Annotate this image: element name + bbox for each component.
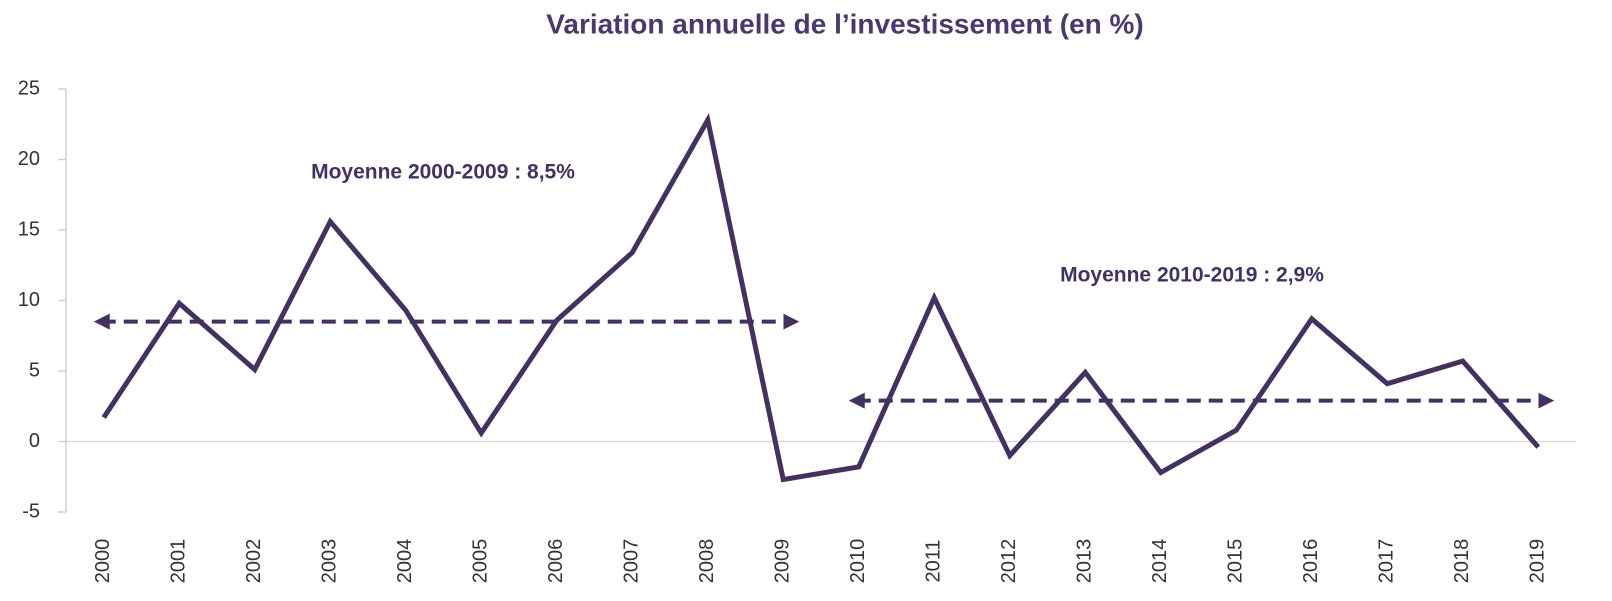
y-tick-label: 0 [29,430,40,452]
x-tick-label: 2014 [1149,539,1171,584]
y-tick-label: 5 [29,359,40,381]
x-tick-label: 2009 [772,539,794,584]
x-tick-label: 2012 [998,539,1020,584]
x-tick-label: 2006 [545,539,567,584]
x-tick-label: 2000 [92,539,114,584]
x-tick-label: 2008 [696,539,718,584]
x-tick-label: 2019 [1527,539,1549,584]
y-tick-label: 20 [18,148,40,170]
x-tick-label: 2011 [923,539,945,582]
x-tick-label: 2016 [1300,539,1322,584]
x-tick-label: 2007 [621,539,643,584]
data-line [101,113,1541,483]
y-tick-label: -5 [22,500,40,522]
x-tick-label: 2003 [319,539,341,584]
average-label: Moyenne 2010-2019 : 2,9% [1060,264,1324,287]
x-tick-label: 2017 [1376,539,1398,584]
x-tick-label: 2002 [243,539,265,584]
y-tick-label: 25 [18,77,40,99]
x-tick-label: 2004 [394,539,416,584]
average-label: Moyenne 2000-2009 : 8,5% [311,161,575,184]
y-tick-label: 15 [18,218,40,240]
x-tick-label: 2013 [1074,539,1096,584]
x-tick-label: 2015 [1225,539,1247,584]
chart-title: Variation annuelle de l’investissement (… [546,8,1144,39]
x-tick-label: 2005 [470,539,492,584]
y-tick-label: 10 [18,289,40,311]
x-tick-label: 2010 [847,539,869,584]
x-tick-label: 2018 [1451,539,1473,584]
x-tick-label: 2001 [168,539,190,584]
